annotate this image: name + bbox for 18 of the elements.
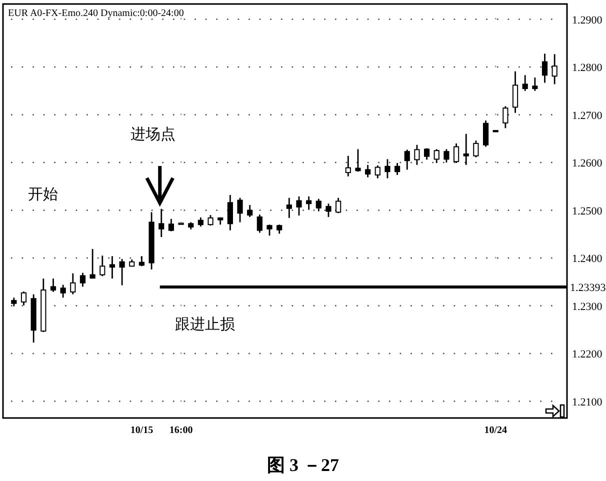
- y-tick-label: 1.2200: [572, 348, 603, 361]
- x-tick-label: 16:00: [169, 425, 193, 436]
- y-tick-label: 1.2600: [572, 158, 603, 170]
- x-tick-label: 10/24: [484, 425, 507, 436]
- caption: 图 3 －27: [267, 455, 339, 475]
- y-tick-label: 1.2300: [572, 300, 603, 313]
- y-tick-label: 1.2800: [572, 62, 603, 74]
- y-tick-label: 1.2100: [572, 396, 603, 408]
- y-tick-label: 1.2400: [572, 253, 603, 266]
- annotation: 开始: [28, 187, 58, 203]
- annotation: 进场点: [130, 126, 176, 143]
- chart-title: EUR A0-FX-Emo.240 Dynamic:0:00-24:00: [8, 8, 184, 19]
- y-tick-label: 1.2700: [572, 110, 603, 122]
- annotation: 跟进止损: [175, 316, 235, 333]
- ref-line-label: 1.23393: [570, 282, 606, 294]
- x-tick-label: 10/15: [130, 425, 154, 436]
- y-tick-label: 1.2900: [572, 14, 603, 26]
- y-tick-label: 1.2500: [572, 205, 603, 218]
